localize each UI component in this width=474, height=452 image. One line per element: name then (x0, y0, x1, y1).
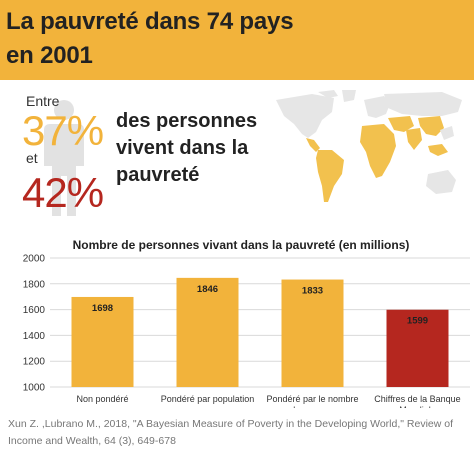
y-tick-label: 1400 (23, 331, 46, 342)
y-tick-label: 1000 (23, 383, 46, 394)
bar-value-label: 1698 (92, 303, 113, 314)
page-title-line-2: en 2001 (6, 42, 93, 69)
bar (281, 279, 344, 387)
header-banner: La pauvreté dans 74 pays en 2001 (0, 0, 474, 80)
low-percentage: 37% (22, 107, 104, 154)
chart-title: Nombre de personnes vivant dans la pauvr… (73, 238, 410, 252)
person-silhouette-icon (44, 100, 84, 216)
y-tick-label: 2000 (23, 254, 46, 265)
headline-text: des personnes vivent dans la pauvreté (116, 110, 258, 186)
world-map-icon (276, 90, 462, 202)
bar-value-label: 1599 (407, 316, 428, 327)
y-tick-label: 1200 (23, 357, 46, 368)
source-citation: Xun Z. ,Lubrano M., 2018, "A Bayesian Me… (8, 418, 453, 447)
category-label: Pondéré par le nombre (266, 394, 358, 404)
category-label: Non pondéré (76, 394, 128, 404)
bar (176, 277, 239, 387)
bar-value-label: 1846 (197, 284, 218, 295)
poverty-bar-chart: Nombre de personnes vivant dans la pauvr… (23, 238, 470, 408)
entre-label: Entre (26, 93, 60, 109)
y-tick-label: 1800 (23, 279, 46, 290)
high-percentage: 42% (22, 169, 104, 216)
bar-value-label: 1833 (302, 286, 323, 297)
bar (386, 309, 449, 387)
category-label: Chiffres de la Banque (374, 394, 460, 404)
category-label: Pondéré par population (161, 394, 255, 404)
bars (71, 277, 449, 387)
page-title-line-1: La pauvreté dans 74 pays (6, 8, 294, 35)
category-label: de pauvres (290, 405, 335, 408)
x-axis-categories: Non pondéré Pondéré par population Pondéré… (76, 394, 460, 408)
et-label: et (26, 150, 38, 166)
bar (71, 296, 134, 387)
y-axis: 1000 1200 1400 1600 1800 2000 (23, 254, 46, 394)
y-tick-label: 1600 (23, 305, 46, 316)
category-label: Mondiale (399, 405, 436, 408)
bar-value-labels: 1698 1846 1833 1599 (92, 284, 428, 327)
